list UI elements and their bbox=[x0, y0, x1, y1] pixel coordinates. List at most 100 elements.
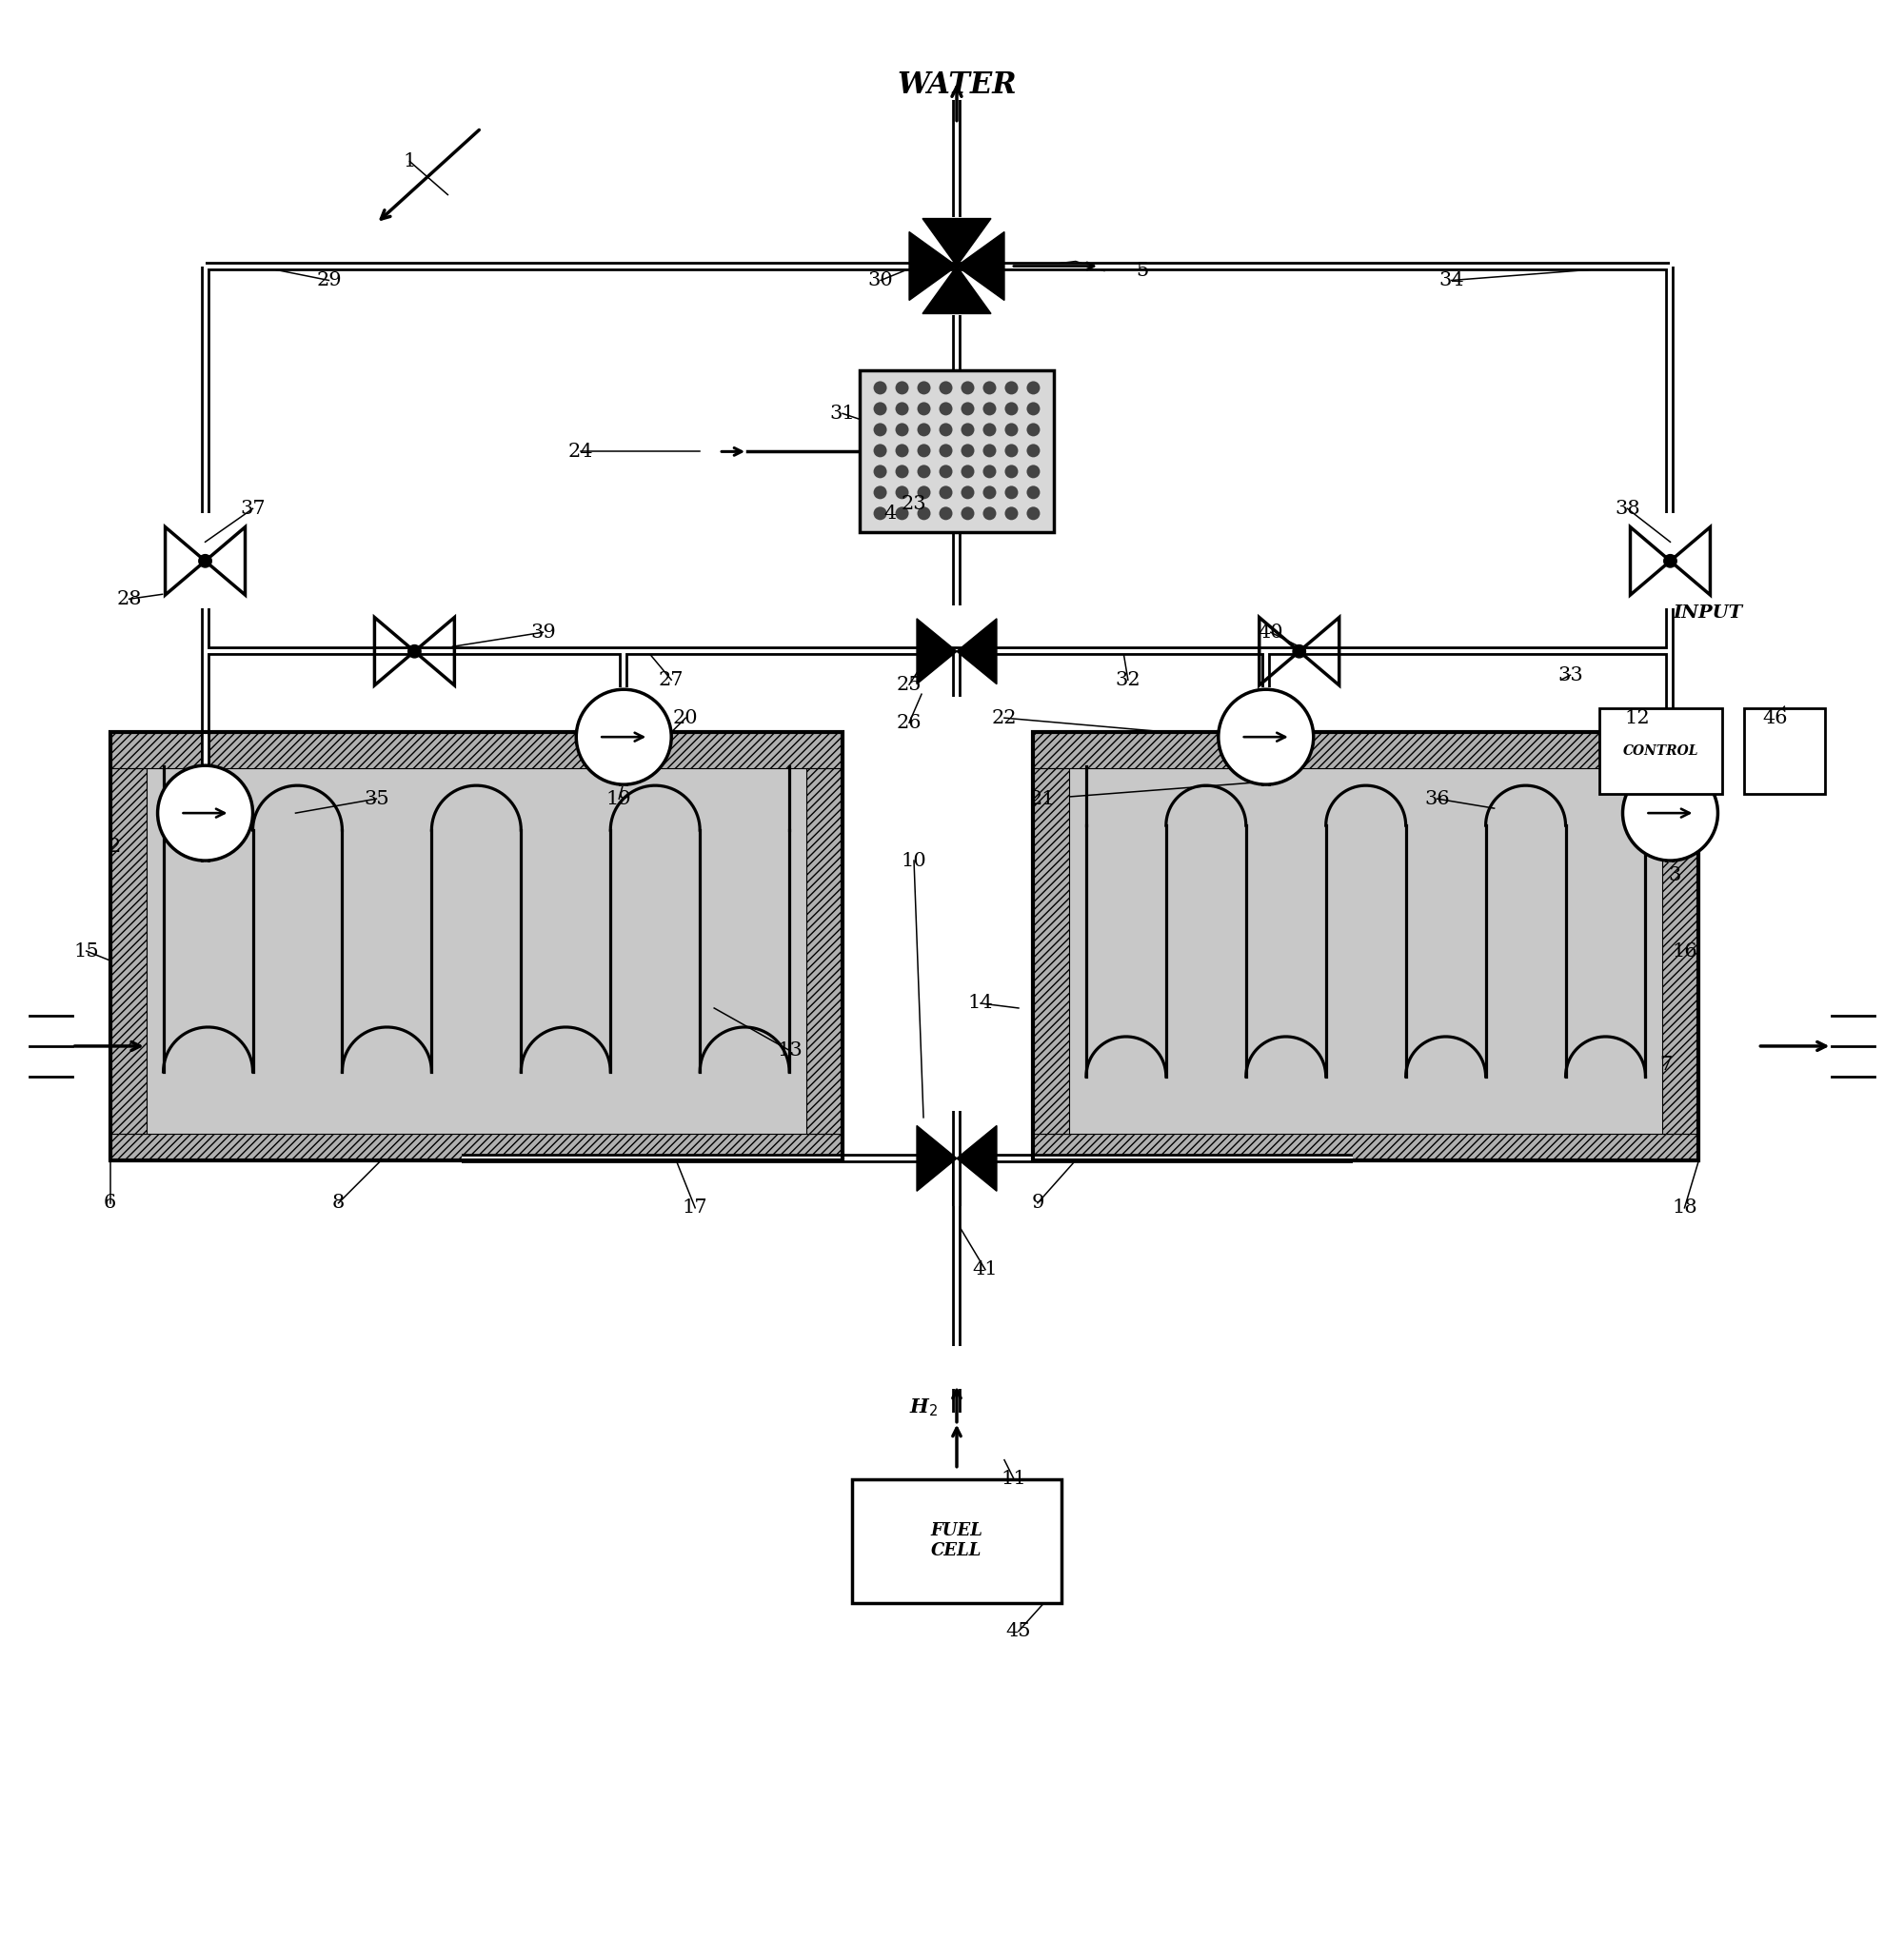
Text: 27: 27 bbox=[659, 672, 684, 689]
Bar bbox=[1032, 1134, 1698, 1161]
Bar bbox=[110, 769, 147, 1134]
Circle shape bbox=[874, 466, 887, 477]
Text: 19: 19 bbox=[605, 790, 632, 807]
Circle shape bbox=[982, 507, 996, 520]
Text: 13: 13 bbox=[777, 1042, 803, 1060]
Text: 40: 40 bbox=[1259, 623, 1283, 641]
Circle shape bbox=[1005, 380, 1019, 394]
Circle shape bbox=[1026, 485, 1040, 499]
Text: 26: 26 bbox=[897, 714, 922, 732]
Bar bbox=[1032, 769, 1068, 1134]
Text: 15: 15 bbox=[74, 941, 99, 961]
Circle shape bbox=[962, 423, 975, 437]
Bar bbox=[1599, 708, 1723, 794]
Circle shape bbox=[962, 402, 975, 415]
Circle shape bbox=[577, 689, 672, 784]
Text: 24: 24 bbox=[569, 443, 594, 460]
Text: 11: 11 bbox=[1002, 1469, 1026, 1489]
Text: 46: 46 bbox=[1763, 708, 1788, 728]
Circle shape bbox=[918, 507, 931, 520]
Circle shape bbox=[962, 507, 975, 520]
Text: INPUT: INPUT bbox=[1674, 606, 1744, 621]
Polygon shape bbox=[923, 266, 990, 314]
Circle shape bbox=[939, 466, 952, 477]
Text: 29: 29 bbox=[316, 272, 341, 289]
Text: 14: 14 bbox=[967, 994, 994, 1013]
Circle shape bbox=[874, 507, 887, 520]
Text: 32: 32 bbox=[1116, 672, 1140, 689]
Circle shape bbox=[982, 423, 996, 437]
Circle shape bbox=[962, 380, 975, 394]
Circle shape bbox=[939, 423, 952, 437]
Circle shape bbox=[1026, 380, 1040, 394]
Text: 36: 36 bbox=[1424, 790, 1449, 807]
Bar bbox=[1068, 769, 1662, 1134]
Circle shape bbox=[895, 444, 908, 458]
Text: 22: 22 bbox=[992, 708, 1017, 728]
Circle shape bbox=[1026, 466, 1040, 477]
Circle shape bbox=[918, 423, 931, 437]
Polygon shape bbox=[918, 619, 956, 683]
Text: 12: 12 bbox=[1624, 708, 1649, 728]
Text: CONTROL: CONTROL bbox=[1622, 745, 1698, 757]
Bar bbox=[1032, 732, 1698, 1161]
Circle shape bbox=[895, 485, 908, 499]
Circle shape bbox=[1026, 402, 1040, 415]
Text: 30: 30 bbox=[868, 272, 893, 289]
Circle shape bbox=[918, 380, 931, 394]
Text: 25: 25 bbox=[897, 675, 922, 693]
Text: 5: 5 bbox=[1137, 262, 1148, 280]
Text: WATER: WATER bbox=[897, 70, 1017, 101]
Circle shape bbox=[895, 380, 908, 394]
Circle shape bbox=[158, 765, 253, 860]
Circle shape bbox=[918, 485, 931, 499]
Circle shape bbox=[1005, 507, 1019, 520]
Bar bbox=[807, 769, 843, 1134]
Polygon shape bbox=[956, 619, 996, 683]
Circle shape bbox=[1026, 507, 1040, 520]
Polygon shape bbox=[956, 231, 1003, 301]
Circle shape bbox=[918, 402, 931, 415]
Text: 23: 23 bbox=[901, 495, 927, 512]
Polygon shape bbox=[956, 1126, 996, 1192]
Bar bbox=[110, 1134, 843, 1161]
Circle shape bbox=[874, 380, 887, 394]
Text: 17: 17 bbox=[682, 1200, 708, 1217]
Text: 16: 16 bbox=[1672, 941, 1696, 961]
Text: 21: 21 bbox=[1030, 790, 1055, 807]
Circle shape bbox=[1622, 765, 1717, 860]
Text: 9: 9 bbox=[1032, 1194, 1043, 1211]
Circle shape bbox=[1005, 444, 1019, 458]
Circle shape bbox=[962, 466, 975, 477]
Text: 4: 4 bbox=[883, 505, 897, 522]
Text: 6: 6 bbox=[103, 1194, 116, 1211]
Text: 39: 39 bbox=[529, 623, 556, 641]
Circle shape bbox=[939, 507, 952, 520]
Circle shape bbox=[895, 402, 908, 415]
Text: 2: 2 bbox=[109, 837, 122, 856]
Text: 18: 18 bbox=[1672, 1200, 1696, 1217]
Circle shape bbox=[874, 423, 887, 437]
Text: 31: 31 bbox=[830, 404, 855, 423]
Circle shape bbox=[962, 485, 975, 499]
Text: 37: 37 bbox=[240, 499, 265, 518]
Text: 41: 41 bbox=[973, 1260, 998, 1279]
Text: 34: 34 bbox=[1439, 272, 1464, 289]
Text: H$_2$: H$_2$ bbox=[908, 1398, 939, 1419]
Text: 45: 45 bbox=[1005, 1623, 1032, 1640]
Circle shape bbox=[1026, 444, 1040, 458]
Circle shape bbox=[982, 466, 996, 477]
Text: 28: 28 bbox=[116, 590, 141, 608]
Circle shape bbox=[895, 466, 908, 477]
Text: 20: 20 bbox=[672, 708, 699, 728]
Circle shape bbox=[1664, 555, 1677, 567]
Bar bbox=[859, 371, 1055, 532]
Circle shape bbox=[918, 444, 931, 458]
Circle shape bbox=[874, 402, 887, 415]
Circle shape bbox=[939, 402, 952, 415]
Bar bbox=[1662, 769, 1698, 1134]
Circle shape bbox=[407, 644, 421, 658]
Text: 1: 1 bbox=[404, 153, 417, 171]
Text: 38: 38 bbox=[1615, 499, 1639, 518]
Text: 3: 3 bbox=[1668, 866, 1681, 883]
